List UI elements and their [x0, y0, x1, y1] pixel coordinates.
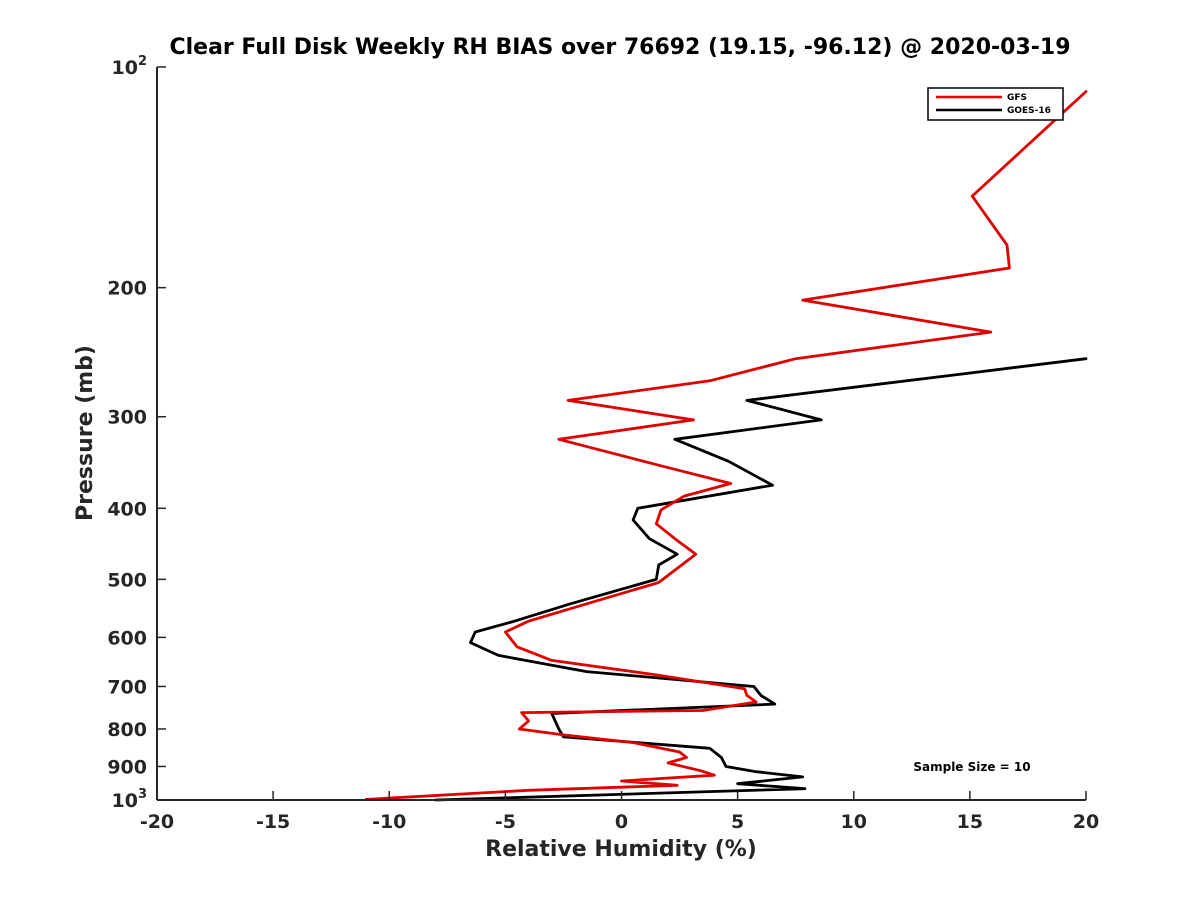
- x-tick-label: 20: [1073, 811, 1099, 833]
- x-tick-label: -5: [495, 811, 516, 833]
- series-line-gfs: [364, 90, 1088, 801]
- y-tick-exponent: 2: [138, 54, 147, 69]
- y-tick-base: 10: [112, 790, 138, 812]
- y-tick-base: 10: [112, 57, 138, 79]
- legend-label-gfs: GFS: [1007, 93, 1027, 103]
- x-tick-label: -10: [372, 811, 406, 833]
- plot-background: [157, 67, 1086, 800]
- legend-label-goes16: GOES-16: [1007, 106, 1051, 116]
- sample-size-annotation: Sample Size = 10: [913, 760, 1030, 774]
- y-tick-label: 800: [107, 719, 147, 741]
- chart-title: Clear Full Disk Weekly RH BIAS over 7669…: [169, 35, 1070, 60]
- x-tick-label: 10: [841, 811, 867, 833]
- y-axis-label: Pressure (mb): [73, 345, 98, 521]
- legend: GFS GOES-16: [927, 87, 1064, 121]
- series-line-goes16: [434, 357, 1088, 802]
- y-tick-label: 900: [107, 756, 147, 778]
- x-tick-label: -20: [140, 811, 174, 833]
- y-tick-label: 102: [112, 54, 148, 79]
- y-tick-label: 600: [107, 627, 147, 649]
- series-layer: [364, 90, 1088, 802]
- y-tick-exponent: 3: [138, 787, 147, 802]
- x-ticks: -20 -15 -10 -5 0 5 10 15 20: [140, 791, 1099, 833]
- y-tick-label: 500: [107, 569, 147, 591]
- y-tick-label: 400: [107, 498, 147, 520]
- x-axis-label: Relative Humidity (%): [485, 837, 757, 862]
- x-tick-label: 5: [731, 811, 744, 833]
- legend-box: [927, 87, 1064, 121]
- y-tick-label: 103: [112, 787, 148, 812]
- y-tick-label: 300: [107, 407, 147, 429]
- y-tick-label: 200: [107, 278, 147, 300]
- x-tick-label: 15: [957, 811, 983, 833]
- y-tick-label: 700: [107, 676, 147, 698]
- plot-area: -20 -15 -10 -5 0 5 10 15 20 10220030040050060070…: [107, 54, 1099, 833]
- x-tick-label: -15: [256, 811, 290, 833]
- x-tick-label: 0: [615, 811, 628, 833]
